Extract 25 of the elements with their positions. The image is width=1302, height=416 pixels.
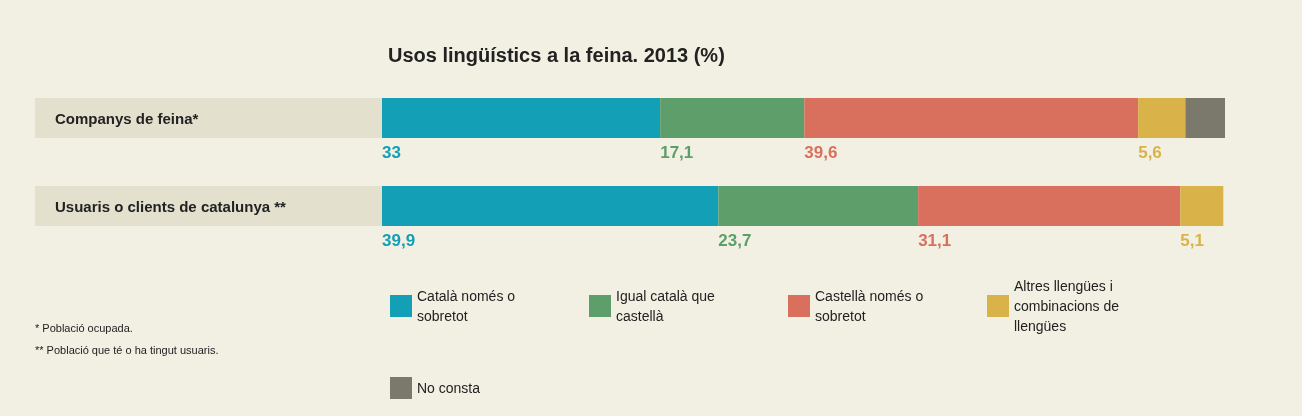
data-label: 5,6	[1138, 143, 1162, 162]
legend-label: Castellà només o sobretot	[815, 288, 928, 324]
legend-label: Igual català que castellà	[616, 288, 719, 324]
legend-label: Altres llengües i combinacions de llengües	[1014, 278, 1123, 334]
text: * Població ocupada.	[35, 321, 133, 334]
bar	[660, 98, 805, 138]
chart-title: Usos lingüístics a la feina. 2013 (%)	[388, 44, 725, 66]
bar	[804, 98, 1139, 138]
bar	[718, 186, 919, 226]
text: ** Població que té o ha tingut usuaris.	[35, 343, 219, 356]
data-label: 39,6	[804, 143, 838, 162]
y-tick-label: Companys de feina*	[55, 109, 199, 127]
data-label: 33	[382, 143, 401, 162]
bar	[918, 186, 1181, 226]
data-label: 23,7	[718, 231, 752, 250]
legend-label: No consta	[417, 380, 481, 396]
data-label: 5,1	[1180, 231, 1204, 250]
data-label: 39,9	[382, 231, 416, 250]
bar	[1185, 98, 1225, 138]
bar	[1180, 186, 1224, 226]
legend-label: Català només o sobretot	[417, 288, 519, 324]
bar	[1138, 98, 1186, 138]
data-label: 31,1	[918, 231, 952, 250]
data-label: 17,1	[660, 143, 694, 162]
y-tick-label: Usuaris o clients de catalunya **	[55, 197, 287, 215]
